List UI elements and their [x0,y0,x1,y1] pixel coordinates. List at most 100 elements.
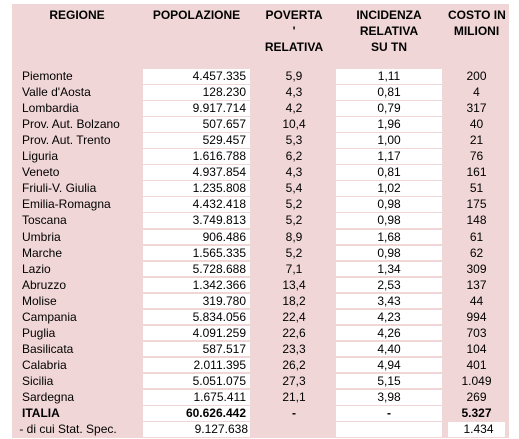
cell-value: 4,3 [285,165,303,180]
region-name: Veneto [22,165,60,180]
cell-background [336,406,442,421]
cell-background [143,406,250,421]
cell-value: 5.327 [461,406,492,421]
header-cell: COSTO IN [448,8,506,22]
region-name: Emilia-Romagna [22,197,111,212]
cell-value: 21 [469,133,484,148]
region-name: ITALIA [22,406,60,421]
cell-background [143,245,250,261]
cell-background [336,325,442,341]
cell-background [336,309,442,325]
region-name: Valle d'Aosta [22,85,91,100]
cell-value: 21,1 [282,390,306,404]
region-name: Piemonte [22,69,73,83]
cell-background [143,197,250,212]
region-name: Marche [22,245,63,260]
cell-background [336,261,442,277]
cell-value: 0,98 [377,213,401,228]
cell-value: 175 [466,197,487,212]
cell-value: 1,96 [377,117,401,132]
cell-value: 5,2 [285,213,303,228]
region-name: Puglia [22,325,56,340]
cell-value: 5,15 [377,373,401,388]
cell-value: 1.049 [461,373,492,388]
cell-value: 148 [466,213,487,228]
cell-background [143,390,250,405]
region-name: Sicilia [22,373,54,388]
cell-background [336,69,442,84]
cell-background [336,133,442,148]
cell-value: 7,1 [285,261,303,276]
cell-value: 5.051.075 [192,373,246,388]
cell-value: 1.235.808 [192,181,246,196]
cell-value: 27,3 [282,373,306,388]
cell-background [143,422,250,437]
cell-value: 5,9 [285,69,303,83]
cell-value: 1,02 [377,181,401,196]
cell-value: 13,4 [282,277,306,292]
cell-background [448,422,505,437]
cell-value: 1,68 [377,229,401,244]
region-name: Abruzzo [22,277,67,292]
cell-background [336,422,442,437]
region-name: Lombardia [22,101,79,116]
region-name: Toscana [22,213,67,228]
cell-background [143,357,250,373]
cell-background [143,69,250,84]
cell-value: 0,98 [377,245,401,260]
cell-value: 4.432.418 [192,197,246,212]
region-name: Liguria [22,149,59,164]
cell-background [143,181,250,196]
cell-background [143,101,250,116]
cell-value: 529.457 [202,133,246,148]
cell-value: 22,4 [282,309,306,324]
region-name: Calabria [22,357,67,372]
header-cell: MILIONI [453,24,500,38]
cell-value: 3,98 [377,390,401,404]
cell-value: 4,2 [285,101,303,116]
cell-value: 200 [466,69,487,83]
cell-value: 51 [469,181,484,196]
region-name: Basilicata [22,341,74,356]
region-name: Friuli-V. Giulia [22,181,97,196]
cell-background [143,277,250,293]
cell-value: 9.127.638 [194,422,248,437]
cell-background [143,325,250,341]
cell-background [143,229,250,244]
cell-value: 401 [466,357,487,372]
cell-value: 22,6 [282,325,306,340]
cell-background [143,309,250,325]
cell-background [336,213,442,228]
region-name: Molise [22,293,57,308]
header-cell: ' [292,24,296,38]
cell-value: 2.011.395 [193,357,247,372]
cell-value: 76 [469,149,484,164]
cell-value: 60.626.442 [185,406,246,421]
cell-background [336,245,442,261]
cell-background [143,213,250,228]
cell-background [143,149,250,164]
cell-value: - [292,406,296,421]
cell-value: 1,17 [377,149,401,164]
cell-value: 4,26 [377,325,401,340]
cell-value: 137 [466,277,487,292]
region-name: Umbria [22,229,61,244]
cell-value: 319.780 [202,293,246,308]
cell-value: 4.457.335 [192,69,246,83]
region-name: Prov. Aut. Bolzano [22,117,120,132]
cell-value: 4.937.854 [192,165,246,180]
cell-value: 4,94 [377,357,401,372]
cell-background [336,181,442,196]
cell-value: 2,53 [377,277,401,292]
cell-value: 128.230 [202,85,246,100]
cell-value: 5.728.688 [192,261,246,276]
cell-background [143,85,250,100]
cell-value: 1.342.366 [192,277,246,292]
cell-value: - [387,406,391,421]
cell-value: 906.486 [202,229,246,244]
cell-background [336,117,442,132]
cell-value: 161 [466,165,487,180]
cell-value: 317 [466,101,487,116]
header-cell: POPOLAZIONE [152,8,241,22]
